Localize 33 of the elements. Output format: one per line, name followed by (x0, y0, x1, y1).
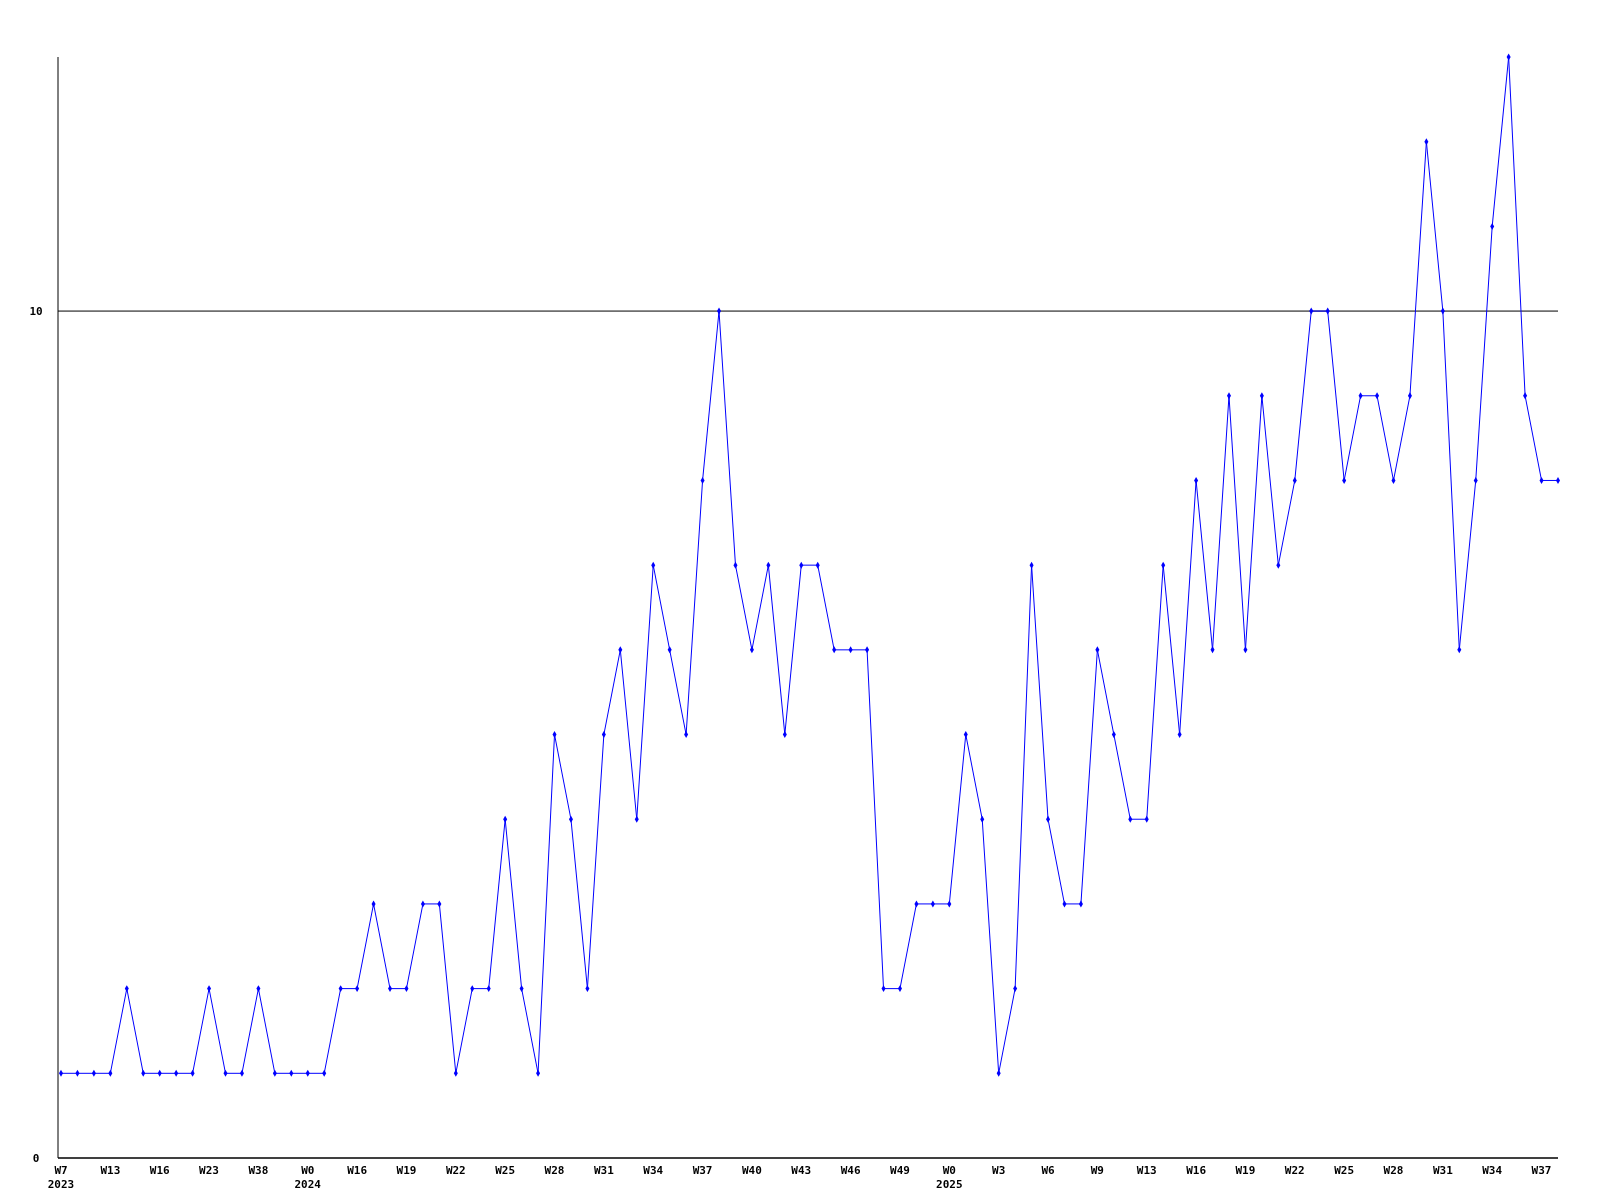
y-tick-label: 10 (29, 305, 43, 319)
x-tick-label: W9 (1090, 1164, 1105, 1177)
x-tick-label: W25 (1334, 1164, 1355, 1177)
x-tick-label: W3 (992, 1164, 1006, 1177)
x-tick-label: W46 (840, 1164, 861, 1177)
x-tick-label: W43 (791, 1164, 812, 1177)
x-tick-label: W49 (890, 1164, 910, 1177)
x-tick-label: W19 (396, 1164, 417, 1177)
x-tick-label: W22 (1284, 1164, 1305, 1177)
x-tick-label: W37 (1531, 1164, 1552, 1177)
x-tick-label: W25 (495, 1164, 516, 1177)
x-tick-label: W38 (248, 1164, 269, 1177)
x-tick-label: W19 (1235, 1164, 1256, 1177)
x-tick-label: W7 2023 (47, 1164, 75, 1191)
x-tick-label: W37 (692, 1164, 713, 1177)
x-tick-label: W13 (1136, 1164, 1157, 1177)
x-tick-label: W40 (741, 1164, 762, 1177)
x-tick-label: W34 (1482, 1164, 1503, 1177)
x-tick-label: W16 (149, 1164, 171, 1177)
y-tick-label: 0 (32, 1152, 40, 1165)
x-tick-label: W16 (347, 1164, 368, 1177)
x-tick-label: W23 (199, 1164, 219, 1177)
x-tick-label: W22 (445, 1164, 466, 1177)
x-tick-label: W6 (1041, 1164, 1056, 1177)
x-tick-label: W16 (1186, 1164, 1207, 1177)
x-tick-label: W0 2024 (294, 1164, 322, 1191)
x-tick-label: W31 (1432, 1164, 1454, 1177)
x-tick-label: W13 (100, 1164, 121, 1177)
x-tick-label: W28 (544, 1164, 565, 1177)
x-tick-label: W28 (1383, 1164, 1404, 1177)
x-tick-label: W31 (593, 1164, 615, 1177)
x-tick-label: W34 (643, 1164, 664, 1177)
x-tick-label: W0 2025 (936, 1164, 963, 1191)
